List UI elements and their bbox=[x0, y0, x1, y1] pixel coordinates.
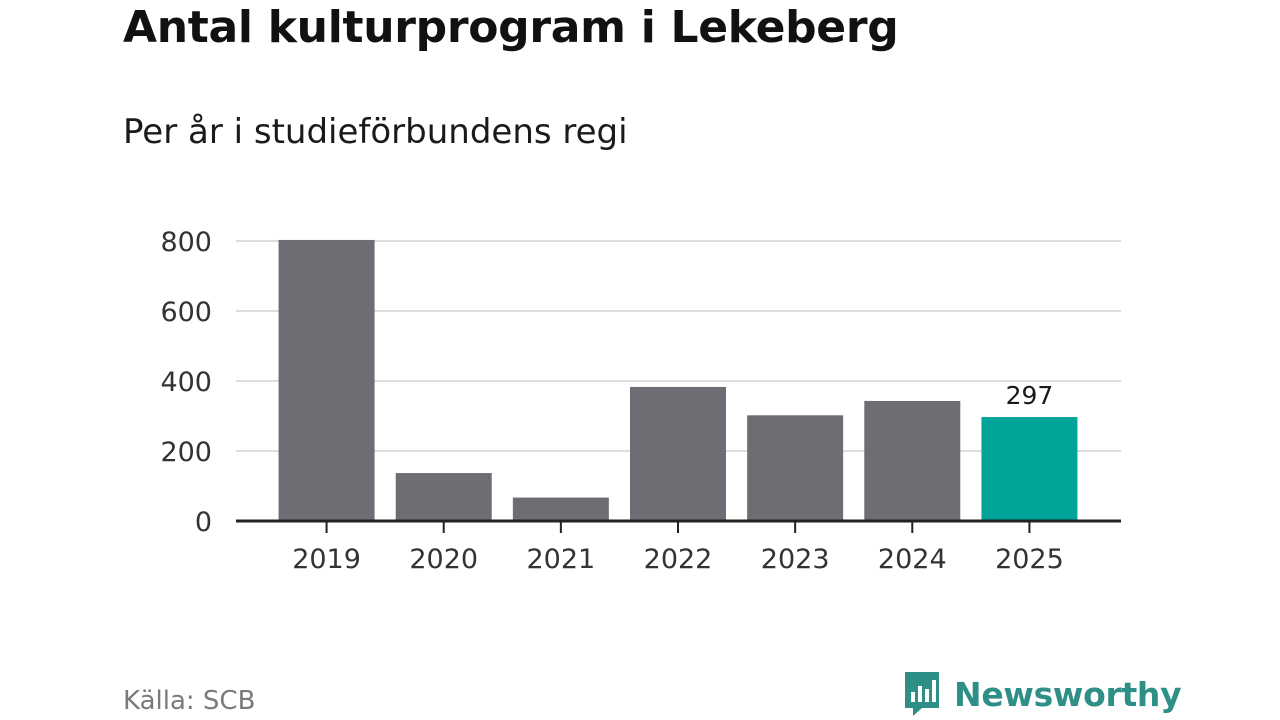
y-tick-label: 400 bbox=[160, 367, 212, 398]
x-tick-label: 2019 bbox=[292, 544, 361, 575]
y-tick-label: 600 bbox=[160, 297, 212, 328]
bar-2023 bbox=[747, 415, 844, 521]
x-tick-label: 2024 bbox=[878, 544, 947, 575]
y-tick-label: 200 bbox=[160, 437, 212, 468]
brand-name: Newsworthy bbox=[954, 674, 1182, 714]
chart-title: Antal kulturprogram i Lekeberg bbox=[123, 2, 899, 53]
source-note: Källa: SCB bbox=[123, 686, 256, 716]
bar-2020 bbox=[395, 473, 492, 521]
bar-2019 bbox=[278, 239, 375, 521]
bar-2022 bbox=[630, 386, 726, 521]
bar-2024 bbox=[864, 400, 961, 521]
chart-subtitle: Per år i studieförbundens regi bbox=[123, 112, 628, 152]
x-tick-label: 2022 bbox=[644, 544, 713, 575]
x-tick-label: 2021 bbox=[526, 544, 595, 575]
y-tick-label: 0 bbox=[195, 507, 212, 538]
x-tick-label: 2025 bbox=[995, 544, 1064, 575]
y-tick-label: 800 bbox=[160, 227, 212, 258]
brand-logo: Newsworthy bbox=[902, 670, 1182, 718]
bar-2021 bbox=[512, 497, 609, 521]
x-tick-label: 2023 bbox=[761, 544, 830, 575]
x-tick-label: 2020 bbox=[409, 544, 478, 575]
bar-chart-speech-bubble-icon bbox=[902, 670, 942, 718]
bar-2025 bbox=[981, 417, 1078, 521]
data-label: 297 bbox=[1006, 381, 1054, 410]
